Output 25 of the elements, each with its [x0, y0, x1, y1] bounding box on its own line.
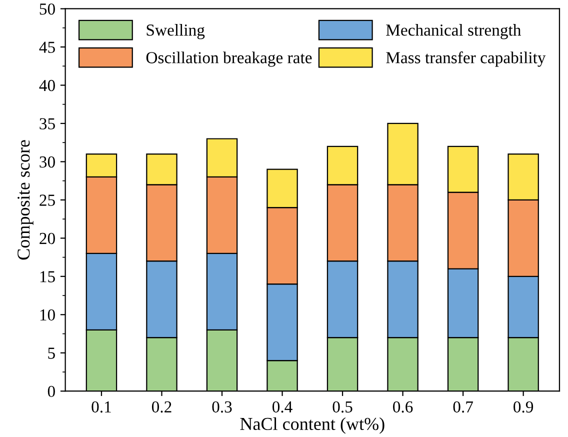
legend-label: Mechanical strength: [386, 24, 522, 40]
y-tick-label: 15: [40, 271, 55, 282]
x-tick-label: 0.9: [514, 401, 534, 413]
y-tick-label: 50: [40, 3, 55, 15]
y-tick-label: 45: [39, 42, 55, 53]
y-tick-label: 0: [48, 386, 55, 398]
x-tick-label: 0.3: [212, 401, 232, 413]
legend-label: Mass transfer capability: [386, 51, 546, 67]
legend-label: Swelling: [146, 24, 205, 40]
x-tick-label: 0.5: [332, 401, 352, 413]
y-tick-label: 40: [39, 80, 55, 92]
y-tick-label: 25: [40, 194, 55, 206]
x-tick-label: 0.6: [393, 401, 413, 413]
y-tick-label: 35: [40, 118, 55, 130]
legend-label: Oscillation breakage rate: [146, 52, 312, 67]
y-tick-label: 10: [40, 309, 55, 321]
x-tick-label: 0.1: [92, 401, 111, 413]
x-tick-label: 0.4: [272, 401, 292, 413]
x-tick-label: 0.7: [453, 401, 473, 413]
x-tick-label: 0.2: [152, 401, 172, 413]
y-tick-label: 5: [48, 348, 55, 359]
y-tick-label: 20: [40, 232, 55, 244]
y-tick-label: 30: [40, 156, 55, 168]
x-axis-title: NaCl content (wt%): [240, 417, 384, 434]
y-axis-title: Composite score: [18, 140, 34, 260]
